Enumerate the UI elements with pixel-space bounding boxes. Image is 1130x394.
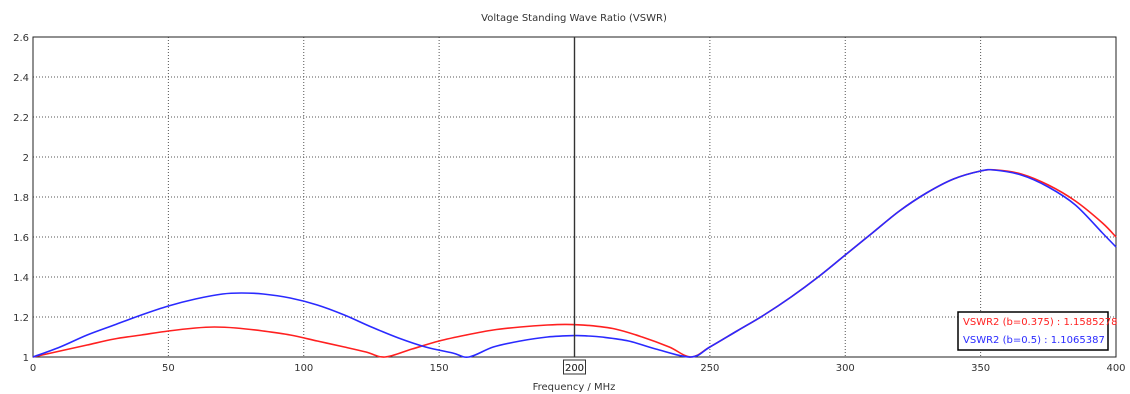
series-line-blue <box>32 168 1117 358</box>
y-tick-label: 2 <box>23 153 29 164</box>
legend-entry-red: VSWR2 (b=0.375) : 1.1585278 <box>963 317 1118 328</box>
legend-entry-blue: VSWR2 (b=0.5) : 1.1065387 <box>963 335 1105 346</box>
x-tick-label: 400 <box>1106 363 1125 374</box>
legend-box <box>957 311 1109 351</box>
frequency-marker-label: 200 <box>565 363 584 374</box>
y-tick-label: 2.6 <box>13 33 29 44</box>
x-tick-label: 250 <box>700 363 719 374</box>
grid-layer <box>32 36 1117 358</box>
x-tick-label: 350 <box>971 363 990 374</box>
x-tick-label: 0 <box>30 363 36 374</box>
y-tick-label: 1.6 <box>13 233 29 244</box>
x-tick-label: 200 <box>565 363 584 374</box>
frequency-marker-layer[interactable]: 200 <box>563 37 586 375</box>
x-tick-label: 50 <box>162 363 175 374</box>
frequency-marker-box[interactable] <box>563 359 586 375</box>
y-tick-label: 2.2 <box>13 113 29 124</box>
y-tick-label: 1.2 <box>13 313 29 324</box>
x-tick-label: 300 <box>836 363 855 374</box>
series-layer <box>32 168 1117 358</box>
tick-label-layer: 0 50 100 150 200 250 300 350 400 1 1.2 1.4 1.6 1.8 2 2.… <box>13 33 1125 374</box>
x-axis-label: Frequency / MHz <box>533 382 616 393</box>
x-tick-label: 100 <box>294 363 313 374</box>
x-tick-label: 150 <box>430 363 449 374</box>
y-tick-label: 1 <box>23 353 29 364</box>
y-tick-label: 1.8 <box>13 193 29 204</box>
y-tick-label: 1.4 <box>13 273 29 284</box>
legend[interactable]: VSWR2 (b=0.375) : 1.1585278 VSWR2 (b=0.5… <box>957 311 1118 351</box>
y-tick-label: 2.4 <box>13 73 29 84</box>
chart-title: Voltage Standing Wave Ratio (VSWR) <box>481 13 667 24</box>
